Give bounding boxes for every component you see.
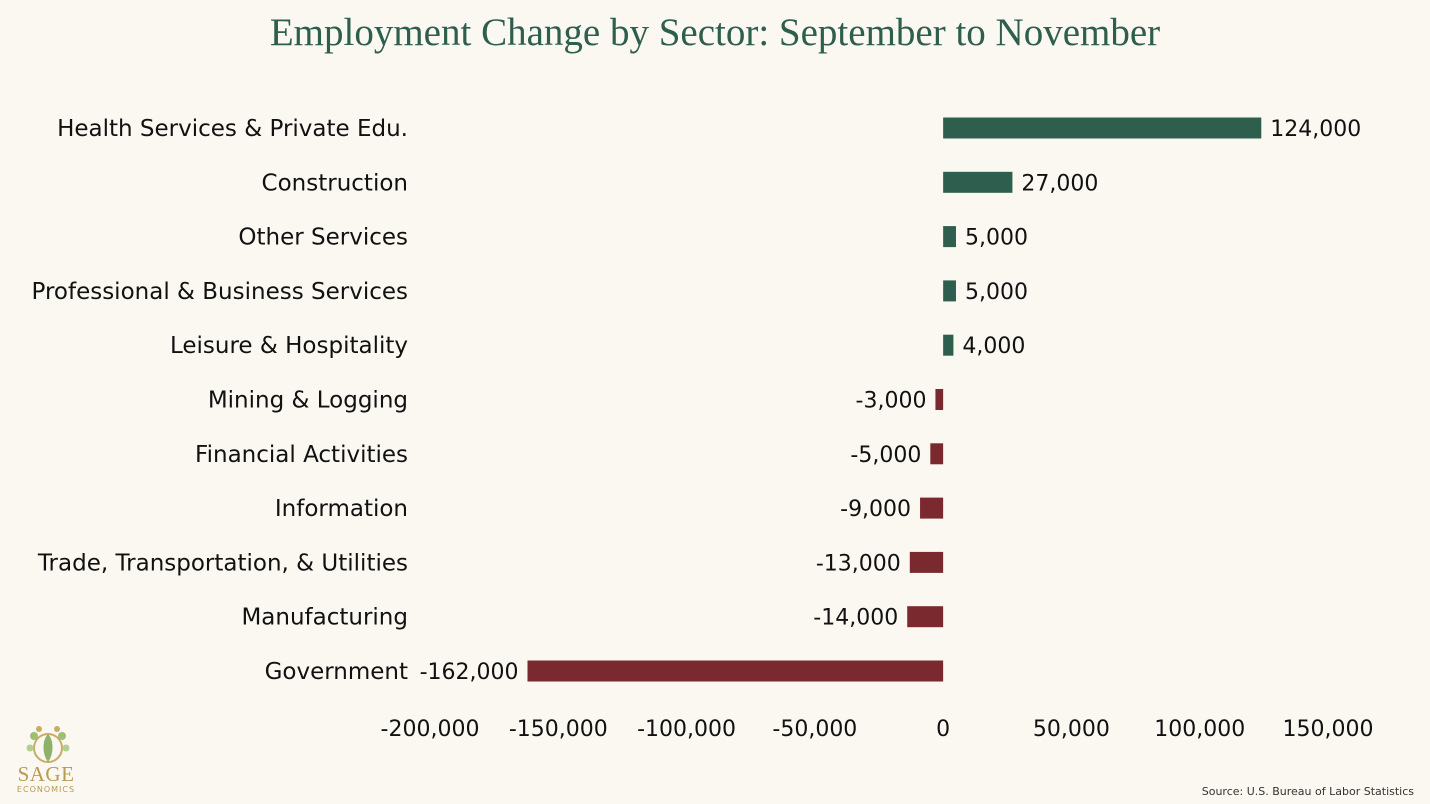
x-tick-label: 50,000: [1033, 717, 1110, 742]
category-label: Manufacturing: [241, 605, 408, 631]
data-label: 27,000: [1021, 171, 1098, 196]
data-label: -3,000: [856, 389, 927, 414]
bar: [943, 334, 954, 356]
data-label: -9,000: [840, 497, 911, 522]
category-label: Financial Activities: [195, 442, 408, 468]
bar: [909, 551, 944, 573]
data-label: 5,000: [965, 280, 1028, 305]
data-label: 124,000: [1270, 117, 1361, 142]
data-label: -14,000: [813, 606, 898, 631]
category-label: Health Services & Private Edu.: [57, 116, 408, 142]
data-label: -5,000: [850, 443, 921, 468]
x-tick-label: -50,000: [772, 717, 857, 742]
bar: [930, 443, 944, 465]
data-label: -13,000: [816, 551, 901, 576]
x-tick-label: 0: [936, 717, 950, 742]
bar: [907, 606, 944, 628]
bar: [943, 280, 956, 302]
bar: [527, 660, 944, 682]
category-label: Construction: [262, 170, 408, 196]
bar: [943, 117, 1262, 139]
x-tick-label: 150,000: [1283, 717, 1374, 742]
category-label: Other Services: [238, 225, 408, 251]
bar: [943, 171, 1013, 193]
x-tick-label: -150,000: [509, 717, 608, 742]
data-label: -162,000: [420, 660, 519, 685]
category-label: Information: [275, 496, 408, 522]
x-tick-label: -100,000: [637, 717, 736, 742]
category-label: Government: [265, 659, 408, 685]
category-label: Trade, Transportation, & Utilities: [37, 550, 408, 576]
bar: [920, 497, 944, 519]
category-label: Mining & Logging: [208, 388, 408, 414]
source-note: Source: U.S. Bureau of Labor Statistics: [1201, 785, 1414, 798]
sage-logo-icon: [26, 726, 70, 763]
data-label: 5,000: [965, 226, 1028, 251]
chart-title: Employment Change by Sector: September t…: [269, 11, 1161, 54]
x-tick-label: 100,000: [1154, 717, 1245, 742]
bar: [943, 226, 956, 248]
logo-wordmark: SAGE: [17, 762, 75, 786]
x-tick-label: -200,000: [381, 717, 480, 742]
data-label: 4,000: [962, 334, 1025, 359]
category-label: Professional & Business Services: [31, 279, 408, 305]
logo-subtext: ECONOMICS: [16, 785, 76, 794]
bar: [935, 389, 944, 410]
category-label: Leisure & Hospitality: [170, 333, 408, 359]
